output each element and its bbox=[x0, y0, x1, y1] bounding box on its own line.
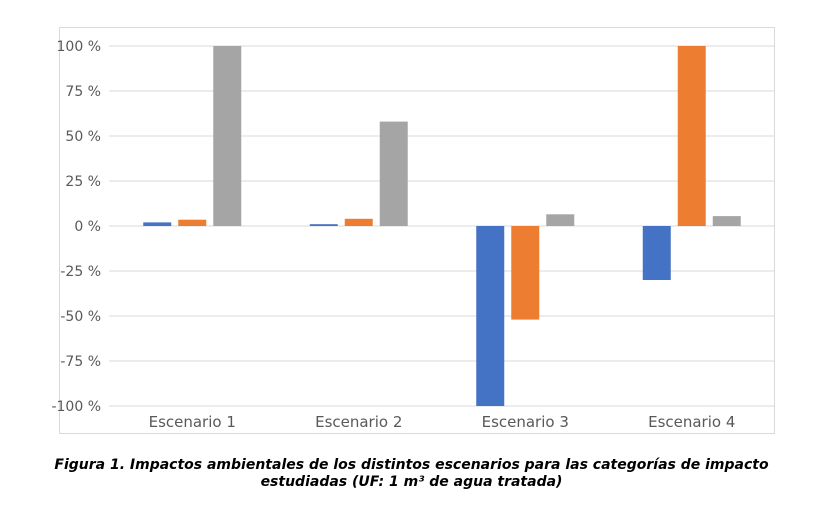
y-tick-label: 25 % bbox=[65, 174, 101, 190]
y-tick-label: -50 % bbox=[60, 309, 101, 325]
y-tick-label: -75 % bbox=[60, 354, 101, 370]
x-category-label: Escenario 3 bbox=[482, 413, 569, 431]
y-tick-label: -100 % bbox=[51, 399, 101, 415]
bar-s3-3 bbox=[546, 214, 575, 226]
bar-s1-3 bbox=[476, 226, 505, 406]
bar-s1-1 bbox=[143, 222, 172, 226]
y-tick-label: -25 % bbox=[60, 264, 101, 280]
x-category-label: Escenario 4 bbox=[648, 413, 735, 431]
y-tick-label: 100 % bbox=[57, 39, 101, 55]
y-tick-label: 0 % bbox=[74, 219, 101, 235]
figure-caption: Figura 1. Impactos ambientales de los di… bbox=[0, 457, 823, 491]
bar-s3-1 bbox=[213, 46, 242, 226]
chart-frame bbox=[59, 27, 775, 434]
bar-chart: 100 % 75 % 50 % 25 % 0 % -25 % -50 % -75 % -100 … bbox=[51, 39, 775, 431]
y-tick-label: 50 % bbox=[65, 129, 101, 145]
caption-line-2: estudiadas (UF: 1 m³ de agua tratada) bbox=[260, 474, 563, 490]
bar-s2-4 bbox=[677, 46, 706, 226]
bar-s1-4 bbox=[642, 226, 671, 280]
bar-s2-1 bbox=[178, 219, 207, 226]
bar-s3-2 bbox=[379, 121, 408, 226]
bar-s2-2 bbox=[344, 218, 373, 226]
x-category-label: Escenario 1 bbox=[149, 413, 236, 431]
bar-s3-4 bbox=[712, 216, 741, 226]
caption-line-1: Figura 1. Impactos ambientales de los di… bbox=[54, 457, 769, 473]
bar-s2-3 bbox=[511, 226, 540, 320]
x-category-label: Escenario 2 bbox=[315, 413, 402, 431]
y-tick-label: 75 % bbox=[65, 84, 101, 100]
bar-s1-2 bbox=[309, 224, 338, 226]
